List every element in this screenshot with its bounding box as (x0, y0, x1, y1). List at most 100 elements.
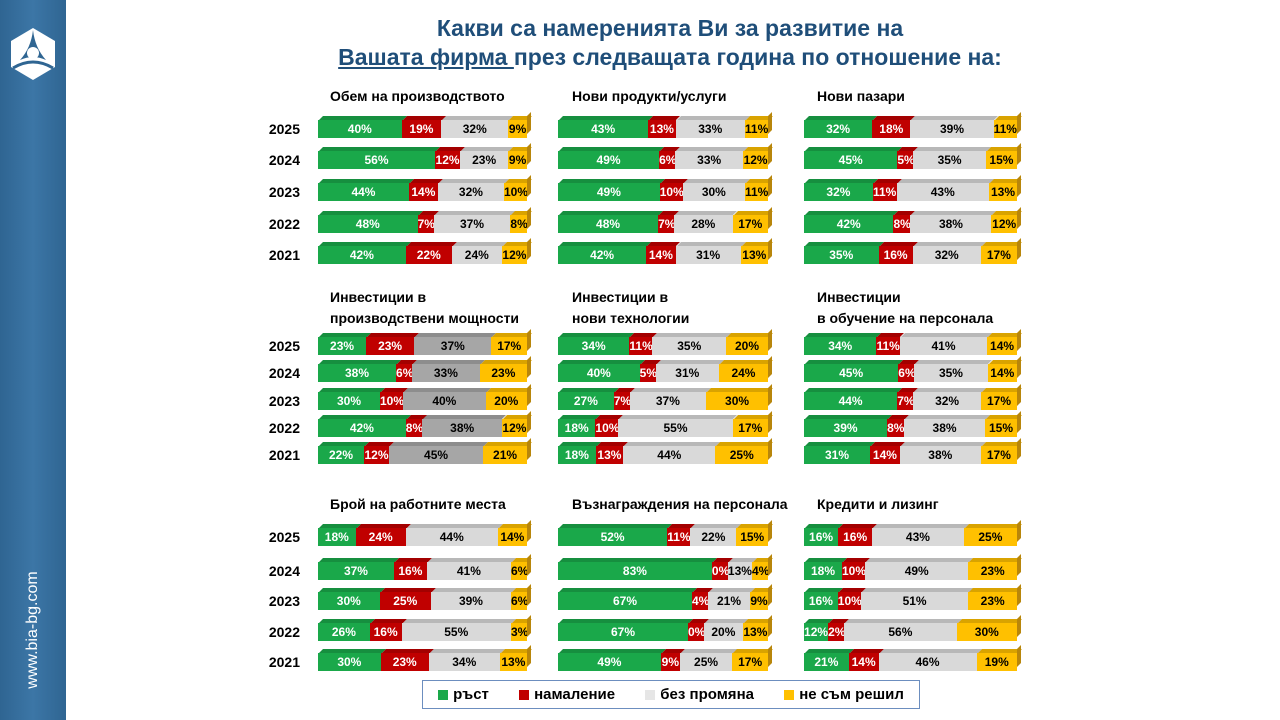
bar-segment-no-change: 51% (860, 592, 969, 610)
stacked-bar: 18% 13% 44% 25% (558, 446, 768, 464)
stacked-bar: 40% 19% 32% 9% (318, 120, 527, 138)
bar-segment-decrease: 11% (872, 183, 897, 201)
bar-segment-decrease: 24% (355, 528, 406, 546)
bar-segment-no-change: 32% (437, 183, 504, 201)
legend-label: намаление (534, 686, 616, 703)
bar-segment-growth: 49% (558, 653, 661, 671)
bar-segment-undecided: 30% (956, 623, 1017, 641)
stacked-bar: 35% 16% 32% 17% (804, 246, 1017, 264)
bar-segment-decrease: 7% (417, 215, 435, 233)
year-label: 2023 (268, 184, 300, 200)
stacked-bar: 12% 2% 56% 30% (804, 623, 1017, 641)
bar-segment-growth: 26% (318, 623, 370, 641)
panel-title: Брой на работните места (330, 496, 506, 512)
stacked-bar: 37% 16% 41% 6% (318, 562, 529, 580)
bar-segment-growth: 44% (318, 183, 409, 201)
bar-segment-undecided: 6% (510, 562, 529, 580)
bar-segment-undecided: 21% (483, 446, 527, 464)
panel-title: Инвестиции в нови технологии (572, 289, 690, 326)
bar-segment-decrease: 6% (898, 364, 916, 382)
bar-segment-no-change: 56% (844, 623, 957, 641)
bar-segment-no-change: 38% (904, 419, 986, 437)
year-label: 2023 (268, 593, 300, 609)
bar-segment-no-change: 30% (682, 183, 745, 201)
bar-segment-undecided: 3% (510, 623, 529, 641)
bar-segment-growth: 16% (804, 528, 839, 546)
panel-title: Инвестиции в обучение на персонала (817, 289, 994, 326)
bar-segment-no-change: 21% (708, 592, 750, 610)
stacked-bar: 43% 13% 33% 11% (558, 120, 768, 138)
bar-segment-growth: 40% (558, 364, 640, 382)
bar-segment-growth: 44% (804, 392, 898, 410)
stacked-bar: 26% 16% 55% 3% (318, 623, 529, 641)
stacked-bar: 18% 24% 44% 14% (318, 528, 527, 546)
bar-segment-undecided: 17% (732, 215, 768, 233)
title-underlined: Вашата фирма (338, 44, 514, 70)
stacked-bar: 45% 6% 35% 14% (804, 364, 1017, 382)
stacked-bar: 30% 25% 39% 6% (318, 592, 529, 610)
stacked-bar: 67% 0% 20% 13% (558, 623, 768, 641)
legend: ръст намаление без промяна не съм решил (422, 680, 920, 709)
bar-segment-growth: 18% (318, 528, 356, 546)
bar-segment-undecided: 23% (968, 592, 1017, 610)
bar-segment-no-change: 43% (896, 183, 989, 201)
panel-title: Възнаграждения на персонала (572, 496, 788, 512)
legend-swatch (784, 689, 795, 700)
stacked-bar: 23% 23% 37% 17% (318, 337, 527, 355)
stacked-bar: 45% 5% 35% 15% (804, 151, 1017, 169)
bar-segment-no-change: 33% (675, 151, 744, 169)
panel-title: Кредити и лизинг (817, 496, 939, 512)
bar-segment-decrease: 10% (595, 419, 620, 437)
stacked-bar: 18% 10% 55% 17% (558, 419, 768, 437)
stacked-bar: 31% 14% 38% 17% (804, 446, 1017, 464)
stacked-bar: 40% 5% 31% 24% (558, 364, 768, 382)
bar-segment-no-change: 20% (703, 623, 743, 641)
bar-segment-growth: 43% (558, 120, 649, 138)
stacked-bar: 49% 9% 25% 17% (558, 653, 768, 671)
bar-segment-undecided: 12% (991, 215, 1017, 233)
bar-segment-no-change: 31% (675, 246, 741, 264)
year-label: 2024 (268, 152, 300, 168)
legend-label: без промяна (660, 686, 754, 703)
bar-segment-no-change: 31% (655, 364, 719, 382)
bar-segment-undecided: 17% (732, 653, 768, 671)
legend-item-nochange: без промяна (645, 686, 754, 703)
bar-segment-growth: 30% (318, 392, 380, 410)
bar-segment-decrease: 10% (842, 562, 867, 580)
bar-segment-growth: 49% (558, 183, 660, 201)
legend-item-decrease: намаление (519, 686, 615, 703)
bar-segment-no-change: 24% (451, 246, 502, 264)
bar-segment-decrease: 14% (848, 653, 879, 671)
bar-segment-undecided: 6% (510, 592, 529, 610)
bar-segment-no-change: 25% (679, 653, 733, 671)
bar-segment-no-change: 44% (623, 446, 716, 464)
bar-segment-no-change: 32% (441, 120, 509, 138)
bar-segment-growth: 30% (318, 592, 380, 610)
bar-segment-decrease: 13% (648, 120, 676, 138)
bar-segment-no-change: 55% (401, 623, 511, 641)
bar-segment-growth: 31% (804, 446, 871, 464)
bar-segment-no-change: 43% (872, 528, 964, 546)
bar-segment-undecided: 17% (980, 392, 1017, 410)
bar-segment-no-change: 38% (899, 446, 981, 464)
stacked-bar: 34% 11% 35% 20% (558, 337, 768, 355)
bar-segment-decrease: 16% (393, 562, 427, 580)
bar-segment-growth: 22% (318, 446, 364, 464)
bar-segment-decrease: 2% (828, 623, 846, 641)
legend-label: ръст (453, 686, 489, 703)
bar-segment-undecided: 23% (479, 364, 527, 382)
bar-segment-undecided: 20% (485, 392, 527, 410)
bar-segment-decrease: 7% (897, 392, 915, 410)
bar-segment-undecided: 17% (732, 419, 768, 437)
stacked-bar: 18% 10% 49% 23% (804, 562, 1017, 580)
bar-segment-no-change: 45% (389, 446, 484, 464)
bar-segment-no-change: 35% (914, 364, 988, 382)
bar-segment-growth: 48% (318, 215, 418, 233)
bar-segment-no-change: 22% (690, 528, 737, 546)
bar-segment-no-change: 33% (412, 364, 480, 382)
bar-segment-decrease: 10% (837, 592, 862, 610)
stacked-bar: 44% 7% 32% 17% (804, 392, 1017, 410)
bar-segment-growth: 52% (558, 528, 668, 546)
stacked-bar: 67% 4% 21% 9% (558, 592, 768, 610)
bar-segment-decrease: 4% (692, 592, 710, 610)
